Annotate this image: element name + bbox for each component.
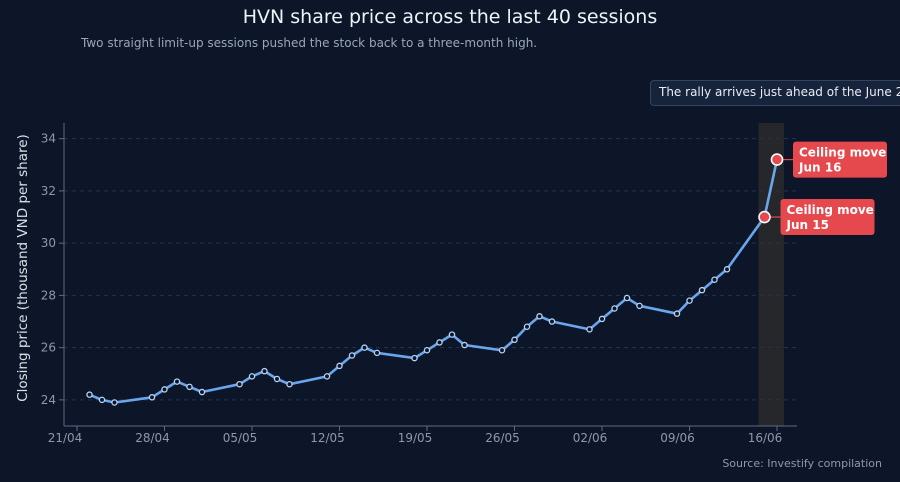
ceiling-move-badge-title: Ceiling move — [787, 203, 874, 217]
axis-layer: 24 26 28 30 32 34 21/04 28/04 05/05 12/05 19/05 26/… — [41, 123, 797, 445]
price-point — [673, 310, 681, 317]
ceiling-move-badge-date: Jun 16 — [798, 161, 841, 175]
price-point — [348, 352, 356, 359]
chart-title: HVN share price across the last 40 sessi… — [242, 6, 658, 28]
price-point — [98, 396, 106, 404]
x-tick-label: 21/04 — [48, 431, 83, 445]
price-point — [248, 373, 256, 380]
y-tick-label: 26 — [41, 341, 56, 355]
series-point-layer — [86, 266, 731, 406]
price-point — [548, 318, 556, 325]
price-point — [286, 380, 293, 388]
price-point — [461, 341, 468, 349]
x-tick-label: 09/06 — [660, 431, 695, 445]
price-point — [173, 378, 181, 385]
price-point — [373, 349, 381, 357]
series-line-layer — [88, 158, 779, 404]
y-tick-label: 30 — [41, 236, 56, 250]
price-point — [323, 373, 331, 380]
price-point — [448, 331, 456, 338]
price-point — [611, 305, 618, 312]
price-point — [536, 313, 543, 320]
price-point — [86, 391, 93, 398]
price-point — [511, 336, 518, 344]
price-point — [698, 286, 706, 294]
price-point — [236, 380, 243, 388]
price-point — [361, 344, 368, 351]
ceiling-move-badge-title: Ceiling move — [799, 146, 886, 160]
price-point — [498, 346, 506, 354]
ceiling-move-badge-date: Jun 15 — [786, 218, 829, 232]
x-tick-label: 05/05 — [223, 431, 258, 445]
price-point — [336, 362, 343, 370]
y-tick-label: 32 — [41, 184, 56, 198]
price-point — [198, 388, 206, 396]
x-tick-label: 12/05 — [310, 431, 345, 445]
x-tick-label: 16/06 — [748, 431, 783, 445]
price-point — [161, 386, 168, 393]
price-point — [148, 394, 156, 401]
price-point — [273, 375, 281, 383]
price-point — [636, 302, 643, 310]
x-tick-label: 19/05 — [398, 431, 433, 445]
highlight-band — [758, 123, 784, 426]
ceiling-move-point — [758, 210, 771, 224]
price-point — [436, 339, 443, 346]
price-point — [186, 383, 193, 391]
price-point — [686, 297, 693, 304]
ceiling-move-badge — [780, 199, 875, 236]
chart-subtitle: Two straight limit-up sessions pushed th… — [81, 36, 538, 50]
price-point — [111, 399, 118, 406]
price-point — [711, 276, 718, 283]
grid-layer — [64, 138, 797, 401]
price-point — [423, 346, 431, 354]
source-note: Source: Investify compilation — [722, 457, 882, 470]
x-tick-label: 02/06 — [573, 431, 608, 445]
y-tick-label: 28 — [41, 288, 56, 302]
x-tick-label: 28/04 — [135, 431, 170, 445]
ceiling-move-badge — [793, 141, 887, 178]
price-point — [598, 315, 606, 323]
price-point — [411, 354, 418, 362]
rally-callout: The rally arrives just ahead of the June… — [650, 80, 900, 106]
y-tick-label: 34 — [41, 132, 56, 146]
price-point — [586, 326, 593, 333]
x-tick-label: 26/05 — [485, 431, 520, 445]
price-point — [723, 266, 731, 273]
price-point — [261, 367, 268, 375]
price-point — [523, 323, 531, 330]
ceiling-move-point — [770, 153, 784, 166]
y-tick-label: 24 — [41, 393, 56, 407]
highlight-band-layer — [758, 123, 784, 426]
price-point — [623, 294, 631, 302]
price-line — [88, 158, 779, 404]
